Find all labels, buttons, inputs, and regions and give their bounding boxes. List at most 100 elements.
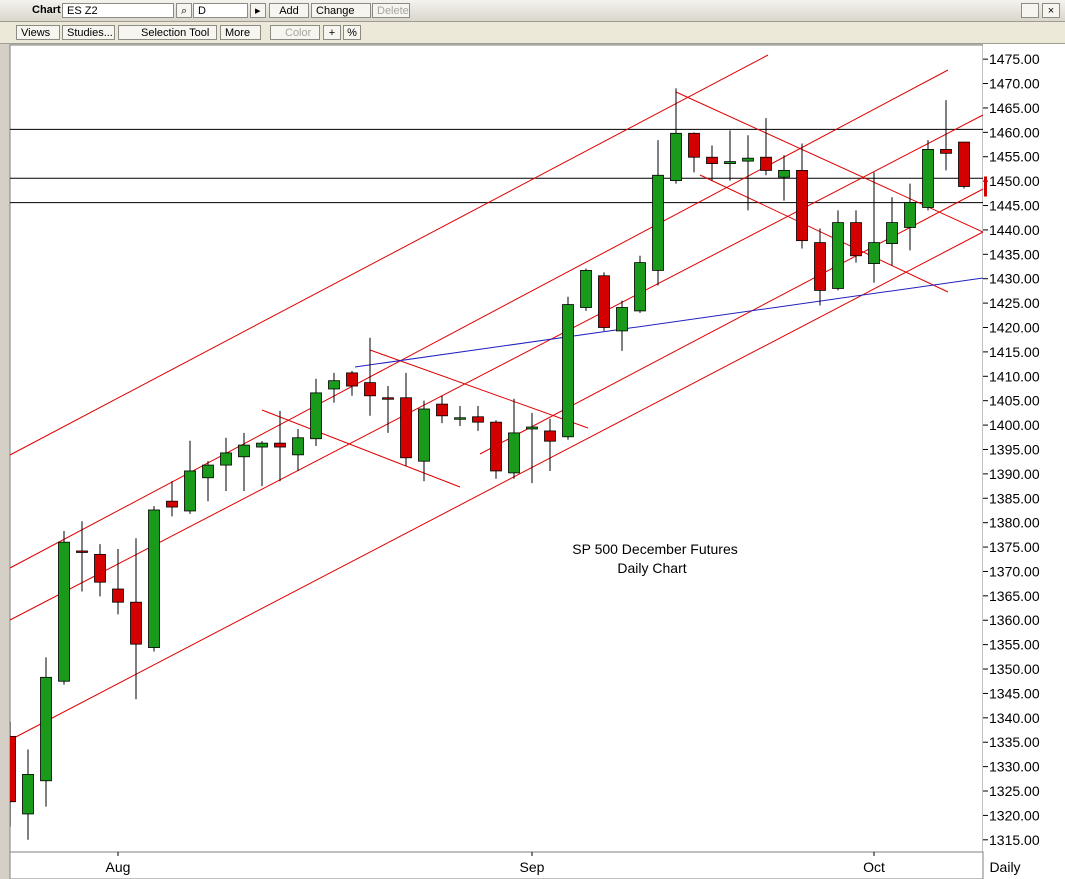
candle-body (292, 437, 304, 456)
trendline-blue (354, 277, 983, 368)
y-tick-label: 1460.00 (989, 124, 1040, 140)
y-tick-label: 1325.00 (989, 783, 1040, 799)
close-button[interactable]: × (1042, 3, 1060, 18)
candle-body (688, 132, 700, 158)
candle-body (814, 242, 826, 291)
candle-body (436, 403, 448, 417)
y-tick-label: 1370.00 (989, 563, 1040, 579)
y-tick-label: 1470.00 (989, 76, 1040, 92)
y-tick-label: 1315.00 (989, 832, 1040, 848)
y-tick-label: 1340.00 (989, 710, 1040, 726)
more-button[interactable]: More (220, 25, 261, 40)
candle-body (868, 242, 880, 264)
x-tick-label: Aug (106, 859, 131, 875)
go-button[interactable]: ▸ (250, 3, 266, 18)
y-tick-label: 1440.00 (989, 222, 1040, 238)
candle-body (400, 397, 412, 459)
trendline (10, 69, 949, 569)
views-button[interactable]: Views (16, 25, 60, 40)
candle-body (940, 149, 952, 154)
trendline (699, 174, 949, 293)
candle-body (220, 452, 232, 466)
crosshair-button[interactable]: + (323, 25, 341, 40)
candle-body (508, 432, 520, 474)
candle-body (202, 464, 214, 479)
candle-body (148, 509, 160, 648)
change-button[interactable]: Change (311, 3, 371, 18)
candle-body (454, 417, 466, 420)
candle-body (58, 541, 70, 682)
y-tick-label: 1400.00 (989, 417, 1040, 433)
candle-body (760, 156, 772, 171)
candle-body (310, 392, 322, 440)
y-tick-label: 1385.00 (989, 490, 1040, 506)
candle-body (886, 222, 898, 244)
x-tick-label: Oct (863, 859, 885, 875)
candle-body (958, 141, 970, 187)
candle-body (598, 275, 610, 328)
restore-button[interactable] (1021, 3, 1039, 18)
window-title: Chart (32, 4, 61, 16)
candle-body (616, 307, 628, 332)
y-tick-label: 1455.00 (989, 149, 1040, 165)
candle-body (112, 588, 124, 603)
candle-body (526, 426, 538, 430)
y-tick-label: 1420.00 (989, 319, 1040, 335)
candle-body (904, 202, 916, 228)
y-tick-label: 1375.00 (989, 539, 1040, 555)
delete-button[interactable]: Delete (372, 3, 410, 18)
annotation: Daily Chart (617, 560, 686, 576)
x-tick-label: Sep (520, 859, 545, 875)
trendlines (10, 54, 983, 741)
y-tick-label: 1395.00 (989, 441, 1040, 457)
percent-button[interactable]: % (343, 25, 361, 40)
candle-body (346, 372, 358, 387)
y-tick-label: 1330.00 (989, 759, 1040, 775)
search-button[interactable]: ⌕ (176, 3, 192, 18)
time-axis (9, 851, 984, 879)
y-tick-label: 1475.00 (989, 51, 1040, 67)
y-tick-label: 1380.00 (989, 515, 1040, 531)
toolbar: Views Studies... Selection Tool More Col… (0, 22, 1065, 44)
candle-body (796, 169, 808, 242)
trendline (261, 409, 461, 488)
candle-body (544, 430, 556, 442)
candle-body (472, 416, 484, 423)
y-tick-label: 1415.00 (989, 344, 1040, 360)
y-tick-label: 1335.00 (989, 734, 1040, 750)
y-tick-label: 1365.00 (989, 588, 1040, 604)
symbol-input[interactable]: ES Z2 (62, 3, 174, 18)
y-tick-label: 1405.00 (989, 393, 1040, 409)
candle-body (706, 156, 718, 164)
trendline (675, 91, 983, 233)
y-tick-label: 1410.00 (989, 368, 1040, 384)
period-input[interactable]: D (193, 3, 248, 18)
candle-body (238, 444, 250, 458)
y-tick-label: 1345.00 (989, 685, 1040, 701)
candle-body (922, 149, 934, 208)
candle-body (490, 421, 502, 472)
studies-button[interactable]: Studies... (62, 25, 115, 40)
candle-body (670, 132, 682, 182)
x-axis-label: Daily (989, 859, 1020, 875)
y-tick-label: 1450.00 (989, 173, 1040, 189)
trendline (10, 54, 769, 456)
selection-tool-button[interactable]: Selection Tool (118, 25, 217, 40)
y-tick-label: 1350.00 (989, 661, 1040, 677)
candle-body (274, 442, 286, 448)
candle-body (166, 500, 178, 508)
candle-body (652, 174, 664, 271)
candle-body (832, 222, 844, 289)
color-button[interactable]: Color (270, 25, 320, 40)
candle-body (562, 304, 574, 438)
y-tick-label: 1435.00 (989, 246, 1040, 262)
y-tick-label: 1430.00 (989, 271, 1040, 287)
trendline (10, 231, 983, 741)
y-tick-label: 1320.00 (989, 807, 1040, 823)
trendline (369, 349, 589, 429)
last-price-marker (984, 176, 987, 197)
candle-body (580, 270, 592, 308)
y-tick-label: 1355.00 (989, 637, 1040, 653)
add-button[interactable]: Add (269, 3, 309, 18)
